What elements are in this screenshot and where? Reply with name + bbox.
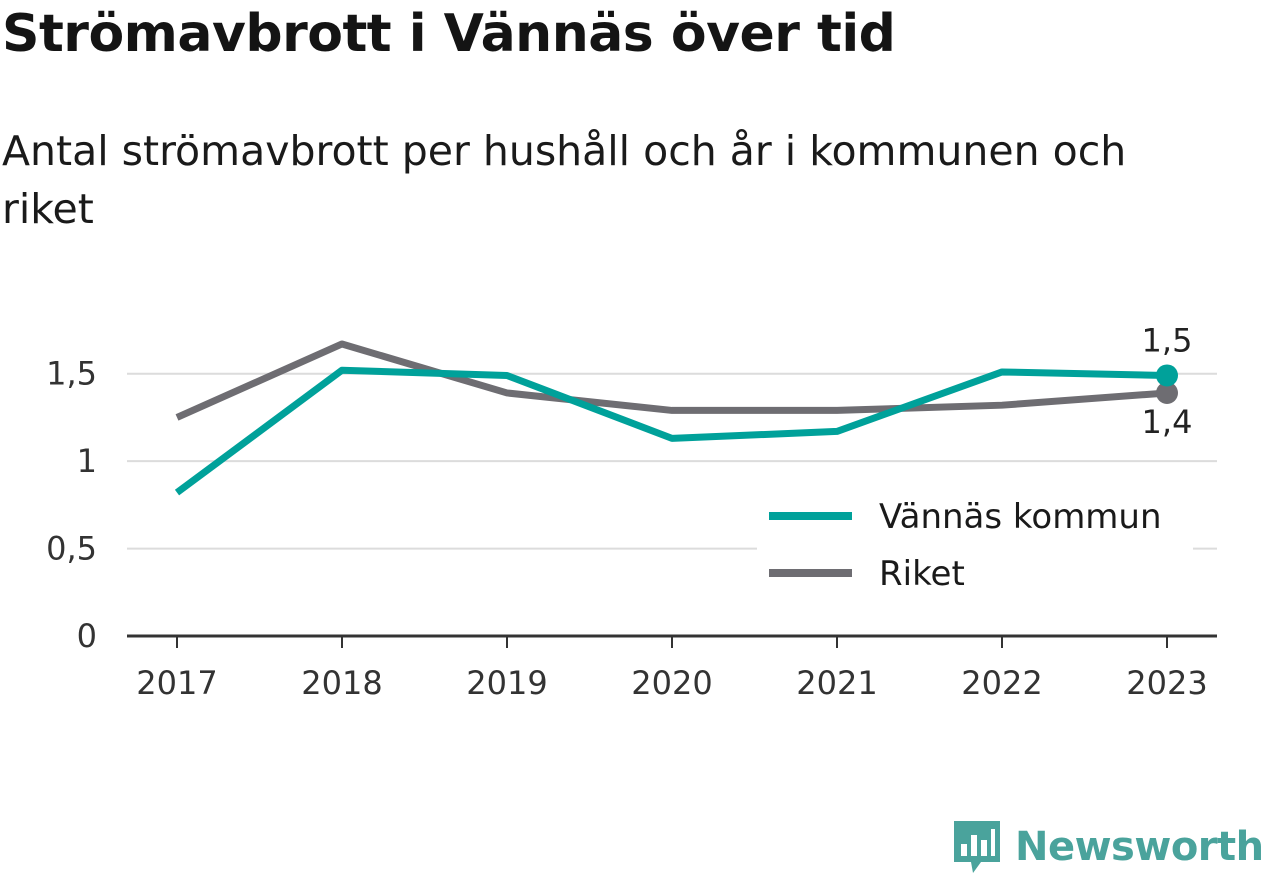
x-tick-label: 2021 (796, 664, 877, 702)
x-tick-label: 2020 (631, 664, 712, 702)
legend-background (757, 485, 1193, 609)
series-line-vannas-kommun (174, 366, 1168, 496)
y-tick-label: 1 (77, 442, 97, 480)
x-tick-label: 2022 (961, 664, 1042, 702)
legend: Vännäs kommun Riket (757, 485, 1193, 609)
x-tick-label: 2017 (136, 664, 217, 702)
x-tick-label: 2018 (301, 664, 382, 702)
end-point-riket (1156, 381, 1178, 404)
chart-title: Strömavbrott i Vännäs över tid (2, 4, 896, 64)
y-tick-label: 0,5 (46, 530, 97, 568)
bar-chart-speech-bubble-icon (954, 821, 1000, 873)
chart-subtitle: Antal strömavbrott per hushåll och år i … (2, 127, 1127, 233)
legend-label-riket: Riket (879, 554, 965, 594)
end-point-vannas-kommun (1156, 364, 1178, 387)
series-lines: 1,5 1,4 (174, 321, 1193, 496)
end-label-riket: 1,4 (1142, 403, 1193, 441)
x-tick-label: 2019 (466, 664, 547, 702)
end-label-vannas-kommun: 1,5 (1142, 321, 1193, 359)
x-axis: 2017 2018 2019 2020 2021 2022 2023 (127, 634, 1217, 702)
series-line-riket (175, 340, 1168, 421)
line-chart: 0 0,5 1 1,5 2017 2018 2019 2020 2021 2022 2023 1,… (46, 321, 1217, 702)
newsworthy-logo: Newsworthy (951, 818, 1262, 876)
y-tick-label: 0 (77, 617, 97, 655)
brand-name: Newsworthy (1015, 824, 1262, 870)
y-tick-label: 1,5 (46, 355, 97, 393)
x-tick-label: 2023 (1126, 664, 1207, 702)
legend-label-vannas-kommun: Vännäs kommun (879, 497, 1162, 537)
y-axis-ticks: 0 0,5 1 1,5 (46, 355, 97, 655)
